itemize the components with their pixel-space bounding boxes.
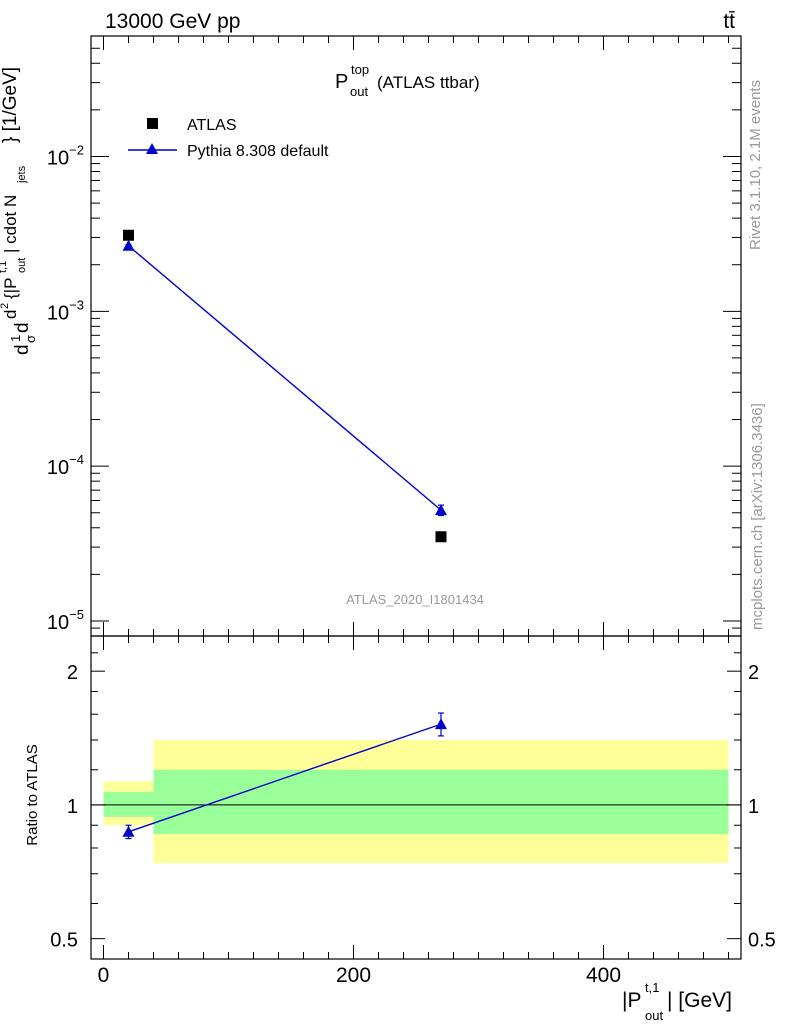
pythia-main-line: [128, 245, 442, 511]
title-sub: out: [350, 84, 368, 99]
svg-text:d: d: [12, 344, 33, 355]
svg-text:| [GeV]: | [GeV]: [667, 989, 732, 1012]
title-sup: top: [351, 62, 369, 77]
svg-text:jets: jets: [16, 165, 28, 184]
main-y-tick-label: 10−3: [47, 297, 84, 324]
legend-label-pythia: Pythia 8.308 default: [187, 143, 329, 160]
legend: ATLAS Pythia 8.308 default: [128, 117, 329, 160]
axis-ticks: 0 200 400 10−5 10−4 10−3 10−2 0.5 0.5 1 1 2 2: [47, 35, 776, 987]
rivet-label: Rivet 3.1.10, 2.1M events: [747, 80, 764, 250]
svg-text:} [1/GeV]: } [1/GeV]: [0, 67, 21, 143]
svg-text:d: d: [12, 322, 33, 333]
plot-title: P top out (ATLAS ttbar): [335, 62, 480, 99]
analysis-label: ATLAS_2020_I1801434: [346, 592, 484, 607]
main-y-tick-label: 10−5: [47, 607, 84, 634]
svg-text:|P: |P: [622, 989, 641, 1012]
title-main: P: [335, 71, 348, 93]
pythia-ratio-line: [128, 723, 442, 833]
main-y-tick-label: 10−4: [47, 452, 84, 479]
svg-text:t,1: t,1: [645, 980, 659, 995]
svg-text:1: 1: [8, 335, 23, 342]
ratio-y-tick-label-left: 1: [67, 796, 78, 818]
svg-text:{|P: {|P: [1, 278, 20, 299]
main-y-tick-label: 10−2: [47, 142, 84, 169]
svg-text:out: out: [16, 258, 28, 273]
x-axis-label: |P t,1 out | [GeV]: [622, 980, 732, 1023]
inner-band-1: [153, 769, 729, 835]
ratio-plot-frame: [90, 635, 742, 960]
inner-band-0: [103, 791, 154, 817]
ratio-y-tick-label-right: 0.5: [748, 930, 776, 952]
data-marks: [122, 229, 447, 840]
mcplots-label: mcplots.cern.ch [arXiv:1306.3436]: [749, 403, 766, 630]
process-label: tt̄: [723, 10, 735, 33]
legend-marker-atlas: [147, 118, 158, 129]
svg-text:2: 2: [0, 303, 11, 309]
ratio-y-tick-label-right: 1: [748, 796, 759, 818]
title-rest: (ATLAS ttbar): [377, 73, 480, 92]
pythia-main-point-0: [122, 239, 135, 251]
svg-text:d: d: [1, 310, 20, 319]
legend-label-atlas: ATLAS: [187, 117, 237, 134]
energy-label: 13000 GeV pp: [105, 10, 240, 33]
ratio-uncertainty-bands: [91, 740, 741, 864]
legend-marker-pythia: [146, 143, 158, 154]
pythia-ratio-point-0: [122, 825, 135, 837]
main-y-axis-label: d 1 σ d d 2 {|P t,1 out | cdot N jets d …: [0, 67, 38, 355]
svg-text:t,1: t,1: [0, 261, 9, 273]
svg-text:σ: σ: [23, 335, 38, 343]
svg-text:| cdot N: | cdot N: [1, 195, 20, 253]
x-tick-label: 0: [98, 964, 110, 987]
pythia-main-point-1: [435, 504, 447, 516]
ratio-y-axis-label: Ratio to ATLAS: [24, 744, 41, 845]
atlas-main-point-0: [123, 229, 134, 241]
pythia-ratio-point-1: [435, 718, 447, 730]
svg-text:out: out: [645, 1008, 663, 1023]
ratio-y-tick-label-right: 2: [748, 662, 759, 684]
x-tick-label: 200: [336, 964, 371, 987]
x-tick-label: 400: [586, 964, 621, 987]
ratio-y-tick-label-left: 2: [67, 662, 78, 684]
ratio-y-tick-label-left: 0.5: [50, 930, 78, 952]
atlas-main-point-1: [435, 531, 447, 543]
